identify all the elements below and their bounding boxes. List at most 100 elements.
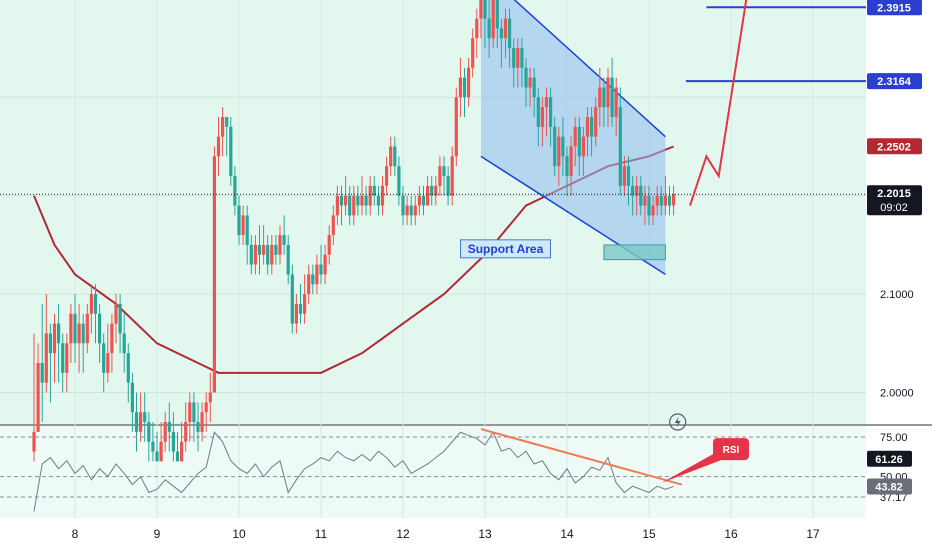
price-axis-bg (866, 0, 932, 550)
rsi-callout-label: RSI (723, 445, 740, 456)
candle-body (344, 195, 348, 206)
currency-button[interactable]: USDT (876, 6, 924, 32)
candle-body (409, 205, 413, 216)
candle-body (487, 18, 491, 39)
candle-body (512, 48, 516, 68)
candle-body (110, 323, 114, 354)
time-tick-label: 8 (72, 527, 79, 541)
candle-body (495, 0, 499, 29)
rsi-tick-label: 50.00 (880, 472, 908, 484)
candle-body (536, 97, 540, 127)
time-axis-bg (0, 518, 932, 550)
candle-body (376, 195, 380, 206)
candle-body (143, 412, 147, 423)
support-area-label: Support Area (468, 242, 544, 256)
chart-title: SUI / TetherUS · 1h · BINANCE (8, 9, 181, 23)
candle-body (393, 146, 397, 167)
candle-body (274, 244, 278, 255)
candle-body (528, 77, 532, 88)
rsi-trendline (480, 428, 683, 486)
candle-body (405, 205, 409, 216)
candle-body (434, 185, 438, 196)
candle-body (553, 126, 557, 167)
candle-body (52, 323, 57, 354)
candle-body (380, 185, 385, 206)
price-badge (867, 185, 922, 216)
time-tick-label: 11 (315, 527, 328, 541)
candle-body (606, 77, 610, 108)
candle-body (290, 274, 294, 324)
candle-body (81, 323, 85, 344)
candle-body (573, 126, 577, 147)
candle-body (491, 0, 495, 39)
candle-body (48, 333, 52, 354)
candle-body (171, 431, 175, 452)
channel-fill (480, 0, 666, 275)
candle-body (520, 48, 524, 68)
candle-body (327, 235, 331, 255)
candle-body (262, 244, 266, 255)
candle-body (610, 77, 614, 117)
lightning-glyph (674, 417, 681, 428)
candle-body (639, 185, 643, 206)
candle-body (126, 353, 130, 383)
candle-body (631, 185, 635, 196)
candle-body (151, 441, 155, 452)
candle-body (602, 87, 606, 108)
price-tick-label: 2.0000 (880, 388, 914, 400)
candle-body (32, 431, 36, 452)
candle-body (438, 166, 442, 186)
candle-body (200, 412, 204, 432)
candle-body (577, 126, 581, 157)
candle-body (249, 244, 253, 265)
candle-body (44, 333, 48, 383)
candle-body (192, 402, 196, 423)
candle-body (651, 205, 655, 216)
candle-body (204, 402, 208, 413)
candle-body (585, 116, 590, 137)
candle-body (134, 412, 139, 432)
candle-body (270, 244, 274, 265)
candle-body (155, 451, 159, 462)
time-tick-label: 16 (724, 527, 738, 541)
candle-body (278, 235, 282, 255)
candle-body (417, 195, 421, 206)
candle-body (655, 195, 659, 206)
candle-body (635, 185, 639, 196)
rsi-badge-value: 43.82 (875, 481, 903, 493)
candle-body (89, 294, 93, 314)
candle-body (212, 156, 216, 393)
candle-body (516, 48, 520, 68)
candle-body (446, 176, 450, 196)
candle-body (282, 235, 286, 245)
candle-body (524, 67, 528, 88)
candle-body (450, 156, 454, 196)
candle-body (323, 254, 327, 275)
candle-body (237, 205, 241, 236)
candle-body (356, 195, 360, 206)
candle-body (590, 116, 594, 137)
candle-body (540, 107, 544, 127)
candle-body (167, 422, 171, 432)
time-tick-label: 10 (232, 527, 246, 541)
candle-body (458, 77, 462, 98)
candle-body (175, 451, 180, 462)
channel-lower-line (480, 155, 666, 276)
rsi-badge (867, 450, 912, 467)
candle-body (245, 215, 249, 245)
rsi-line (33, 431, 674, 512)
candle-body (372, 185, 376, 196)
candle-body (266, 244, 270, 265)
projection-arrow (689, 0, 748, 206)
candle-body (503, 18, 508, 39)
candle-body (106, 353, 110, 373)
candle-body (339, 195, 344, 206)
candle-body (73, 313, 77, 344)
candle-body (69, 313, 73, 344)
candle-body (368, 185, 372, 206)
candle-body (57, 323, 61, 344)
candle-body (594, 107, 598, 137)
candle-body (311, 274, 315, 285)
candle-body (421, 195, 426, 206)
